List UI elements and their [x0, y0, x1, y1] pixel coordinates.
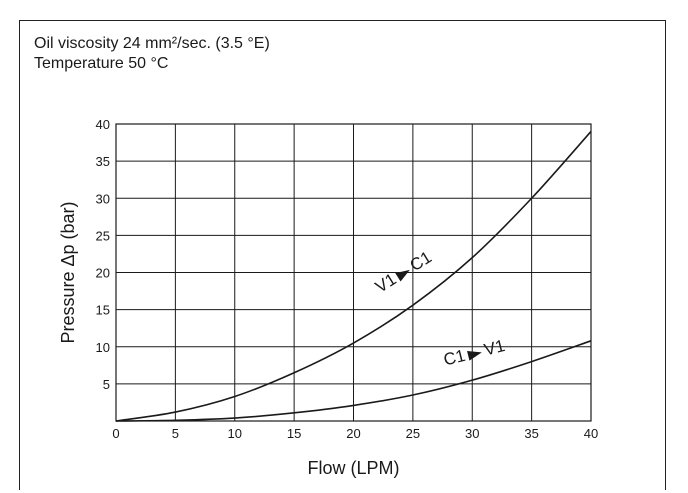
x-tick-label: 35 [524, 426, 538, 441]
y-tick-label: 30 [96, 191, 110, 206]
temperature-note: Temperature 50 °C [34, 55, 169, 72]
y-tick-label: 35 [96, 154, 110, 169]
x-tick-label: 30 [465, 426, 479, 441]
x-tick-label: 15 [287, 426, 301, 441]
curve-labels: V1 C1 C1 V1 [372, 247, 507, 369]
direction-arrow-icon [467, 350, 482, 361]
y-axis-label: Pressure Δp (bar) [58, 201, 78, 343]
curve-label-to: V1 [482, 336, 507, 359]
y-tick-label: 5 [103, 377, 110, 392]
y-tick-label: 15 [96, 303, 110, 318]
y-tick-label: 25 [96, 228, 110, 243]
x-tick-label: 20 [346, 426, 360, 441]
x-axis-label: Flow (LPM) [307, 458, 399, 478]
chart-grid [115, 123, 592, 422]
curve-v1-to-c1 [115, 130, 592, 422]
y-tick-label: 10 [96, 340, 110, 355]
label-c1-to-v1: C1 V1 [442, 336, 507, 370]
chart-frame [19, 20, 666, 490]
x-tick-label: 25 [406, 426, 420, 441]
curve-label-from: V1 [372, 270, 400, 297]
x-tick-label: 40 [584, 426, 598, 441]
y-tick-label: 40 [96, 117, 110, 132]
direction-arrow-icon [395, 269, 410, 282]
x-tick-label: 5 [172, 426, 179, 441]
y-tick-label: 20 [96, 266, 110, 281]
tick-labels: 0 5 10 15 20 25 30 35 40 5 10 15 20 25 30 35 40 [96, 117, 599, 441]
curve-c1-to-v1 [115, 340, 592, 422]
viscosity-note: Oil viscosity 24 mm²/sec. (3.5 °E) [34, 35, 270, 52]
curve-label-to: C1 [407, 247, 436, 275]
x-tick-label: 10 [228, 426, 242, 441]
chart-curves [115, 130, 592, 422]
x-tick-label: 0 [112, 426, 119, 441]
curve-label-from: C1 [442, 346, 468, 370]
